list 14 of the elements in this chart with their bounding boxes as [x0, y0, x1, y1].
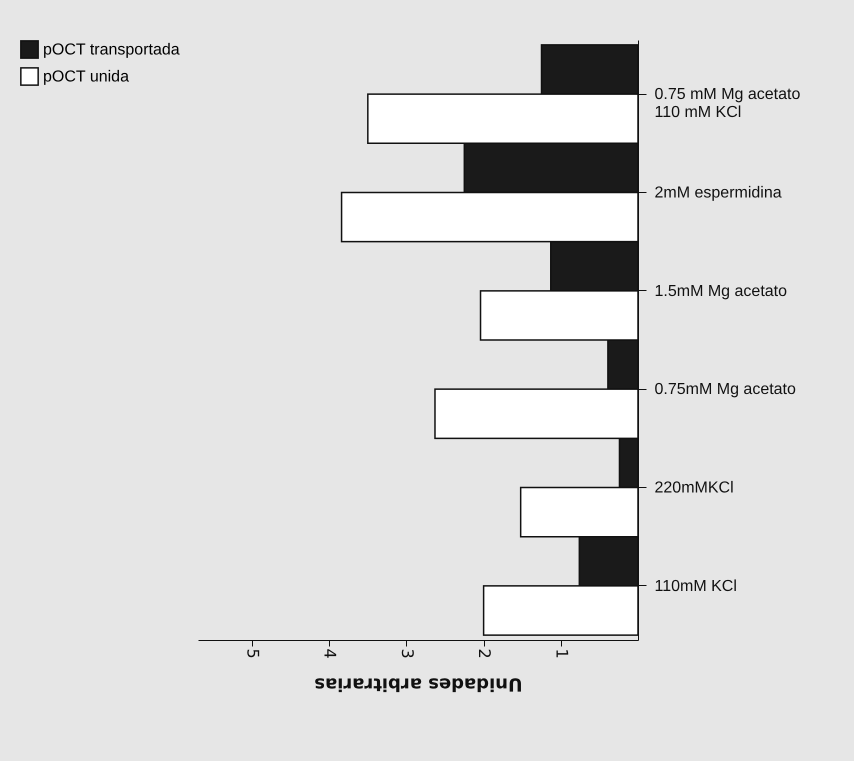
y-tick-label: 2mM espermidina: [654, 184, 782, 202]
y-tick-label: 1.5mM Mg acetato: [654, 282, 788, 300]
x-tick-label: 3: [398, 648, 417, 659]
x-tick-label: 4: [320, 648, 340, 659]
legend-label: pOCT transportada: [43, 42, 180, 58]
x-tick-label: 2: [475, 648, 494, 659]
x-tick-label: 5: [244, 648, 263, 659]
y-tick-label: 220mMKCl: [654, 480, 734, 497]
y-tick-label: 110mM KCl: [654, 578, 737, 595]
y-tick-label: 0.75mM Mg acetato: [654, 381, 796, 398]
y-tick-label: 0.75 mM Mg acetato 110 mM KCl: [654, 86, 800, 122]
x-axis-title: Unidades arbitrarias: [314, 674, 523, 695]
legend-label: pOCT unida: [43, 68, 130, 86]
x-tick-label: 1: [552, 648, 572, 659]
